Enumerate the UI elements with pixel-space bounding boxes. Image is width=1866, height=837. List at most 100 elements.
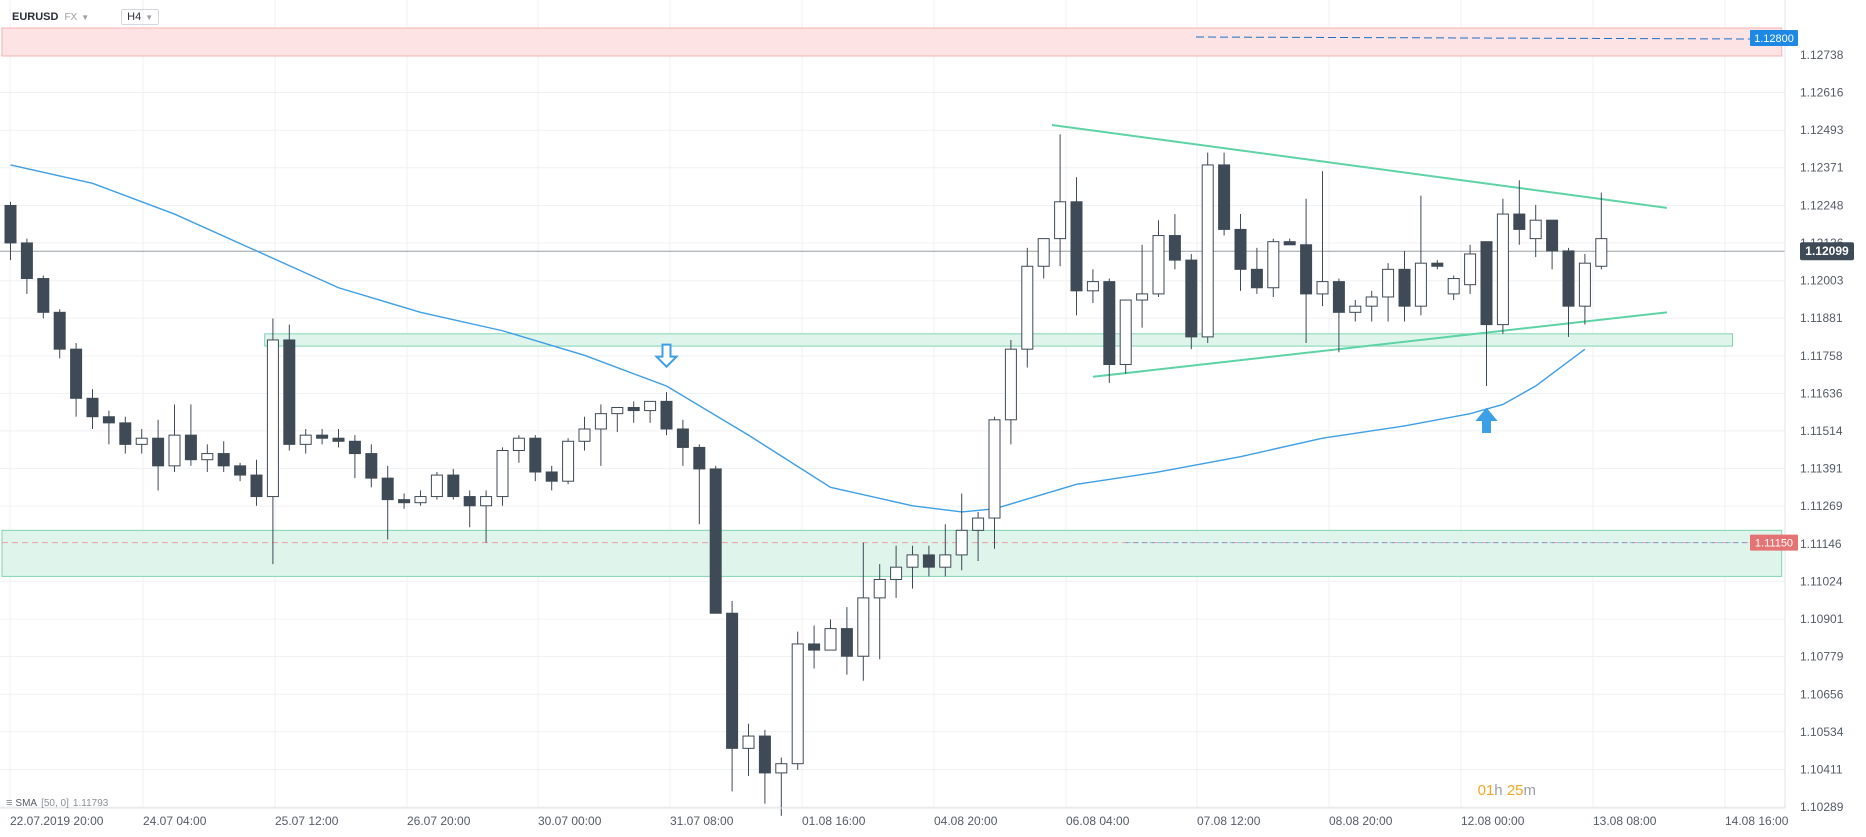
candle-body (742, 735, 755, 749)
candle-body (840, 628, 853, 657)
countdown-minutes-unit: m (1523, 782, 1537, 799)
candle-body (447, 474, 460, 498)
candle-body (299, 434, 312, 445)
countdown-hours: 01 (1477, 782, 1495, 799)
candle-body (758, 735, 771, 774)
indicator-legend[interactable]: ≡ SMA [50, 0] 1.11793 (6, 797, 108, 809)
trendline-2 (1092, 311, 1668, 378)
candle-body (1201, 164, 1214, 338)
candle (660, 392, 673, 436)
candle (644, 400, 657, 423)
x-tick-label: 01.08 16:00 (802, 814, 866, 828)
candle-body (1365, 296, 1378, 307)
candle-countdown: 01h 25m (1478, 782, 1536, 799)
y-tick-label: 1.10411 (1800, 763, 1843, 777)
x-tick-label: 07.08 12:00 (1197, 814, 1261, 828)
candle-body (578, 428, 591, 442)
candle-body (1595, 238, 1608, 267)
candle (1267, 238, 1280, 297)
candle-body (102, 416, 115, 424)
price-tag-bg (1750, 534, 1798, 551)
indicator-value: 1.11793 (72, 797, 109, 809)
x-tick-label: 26.07 20:00 (407, 814, 471, 828)
candle (102, 410, 115, 445)
candle-body (1218, 164, 1231, 230)
candle-body (430, 474, 443, 498)
candle (955, 493, 968, 571)
candle (348, 435, 361, 479)
candle-body (1168, 235, 1181, 261)
candle-body (1562, 250, 1575, 307)
candle-body (381, 477, 394, 501)
candle-body (1332, 281, 1345, 313)
candle-body (332, 437, 345, 442)
candle (1414, 195, 1427, 316)
x-tick-label: 30.07 00:00 (538, 814, 602, 828)
candle-body (890, 566, 903, 580)
x-tick-label: 31.07 08:00 (670, 814, 734, 828)
candle (70, 343, 83, 417)
candle (447, 468, 460, 500)
candle-body (709, 468, 722, 614)
candle (217, 441, 230, 472)
candle (693, 444, 706, 525)
candle (791, 631, 804, 770)
candle (1447, 275, 1460, 301)
price-tag-text: 1.11150 (1755, 538, 1793, 550)
candle-body (119, 422, 132, 445)
price-tag-bg (1750, 30, 1798, 46)
y-tick-label: 1.12248 (1800, 198, 1844, 212)
candle-body (824, 628, 837, 651)
candle (1250, 247, 1263, 294)
candle (414, 490, 427, 506)
candle (1070, 177, 1083, 316)
candle-body (234, 465, 247, 476)
timeframe-selector[interactable]: H4 ▼ (121, 9, 160, 25)
candle (1037, 238, 1050, 279)
candle (1218, 152, 1231, 236)
x-tick-label: 24.07 04:00 (143, 814, 207, 828)
candle-body (168, 434, 181, 467)
candle-body (512, 437, 525, 451)
candle (135, 429, 148, 454)
candle (988, 416, 1001, 549)
candle-body (693, 446, 706, 470)
candle (1300, 198, 1313, 344)
symbol-selector[interactable]: EURUSD FX ▼ (12, 11, 89, 23)
candle-body (53, 311, 66, 350)
candle (1431, 260, 1444, 270)
candle-body (808, 643, 821, 651)
timeframe-label: H4 (127, 11, 142, 23)
candle (1398, 250, 1411, 322)
price-axis-bg (1785, 0, 1866, 837)
candle (1234, 214, 1247, 291)
indicator-settings-icon[interactable]: ≡ (6, 797, 13, 809)
candle-body (1103, 281, 1116, 366)
price-tag-bg (1800, 242, 1854, 261)
candle-body (1349, 305, 1362, 313)
y-tick-label: 1.11758 (1800, 349, 1843, 363)
arrow-shape (1475, 407, 1498, 433)
candle-body (1447, 278, 1460, 295)
candle (37, 275, 50, 319)
candle-body (1480, 241, 1493, 326)
candle (1513, 180, 1526, 245)
candle (578, 416, 591, 451)
x-tick-label: 22.07.2019 20:00 (10, 814, 104, 828)
candle (480, 490, 493, 543)
candle-body (611, 407, 624, 415)
resistance-zone (1, 27, 1783, 57)
candle (1496, 198, 1509, 334)
y-tick-label: 1.10534 (1800, 725, 1844, 739)
candle (398, 493, 411, 509)
candle-body (184, 434, 197, 461)
candle-body (283, 339, 296, 445)
x-tick-label: 12.08 00:00 (1461, 814, 1525, 828)
candle-body (922, 554, 935, 568)
candle (857, 542, 870, 681)
candle-body (644, 400, 657, 412)
candle (381, 465, 394, 540)
trendline-1 (1051, 124, 1668, 209)
